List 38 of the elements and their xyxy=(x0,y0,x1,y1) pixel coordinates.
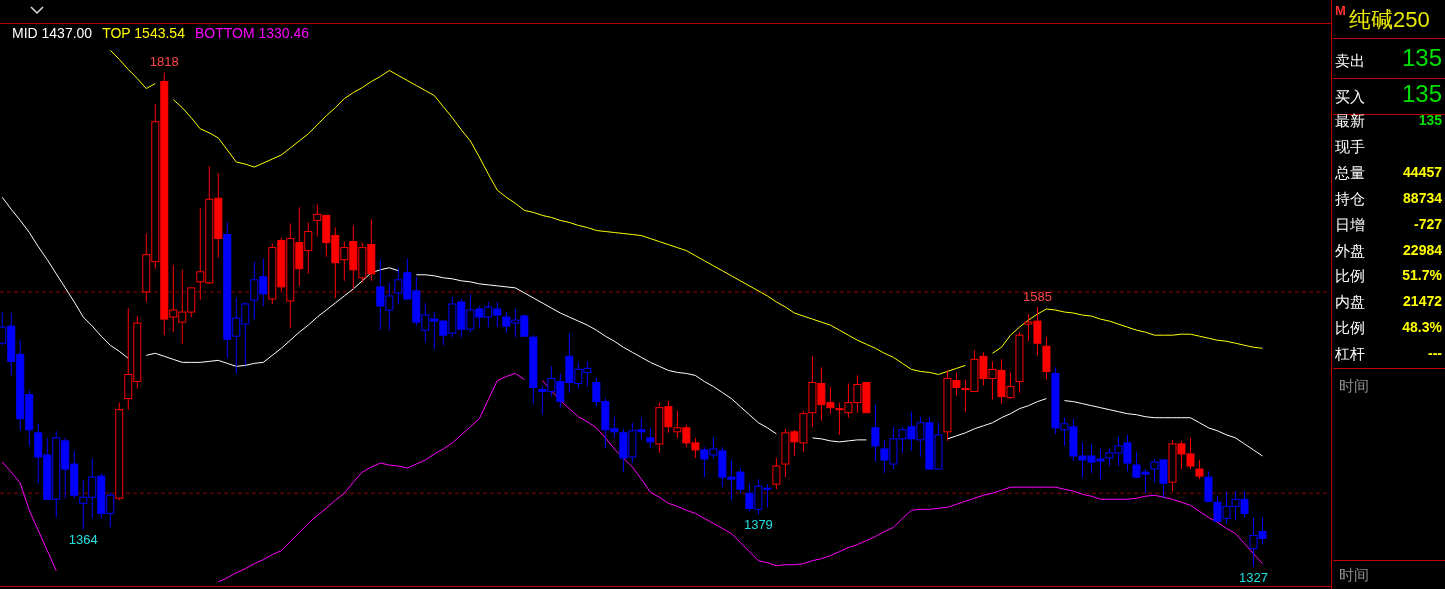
annotation: 1379 xyxy=(743,517,773,533)
text: 135 xyxy=(1418,112,1442,128)
text: 纯碱250 xyxy=(1349,6,1430,34)
text: 51.7% xyxy=(1402,267,1442,284)
category-label: 比例 xyxy=(1335,319,1365,339)
text: 44457 xyxy=(1403,163,1442,180)
annotation: 1364 xyxy=(68,532,98,548)
text: BOTTOM 1330.46 xyxy=(194,25,310,41)
category-label: 总量 xyxy=(1335,163,1365,183)
text: MID 1437.00 xyxy=(12,25,93,41)
category-label: 杠杆 xyxy=(1335,345,1365,365)
annotation: 1585 xyxy=(1022,289,1052,304)
text: --- xyxy=(1428,345,1442,362)
category-label: 持仓 xyxy=(1335,189,1365,209)
text: 88734 xyxy=(1403,189,1442,206)
text: 135 xyxy=(1401,80,1442,107)
text: 22984 xyxy=(1403,241,1442,258)
text: 时间 xyxy=(1339,377,1369,396)
annotation: 1327 xyxy=(1239,569,1268,585)
category-label: 日增 xyxy=(1335,215,1365,235)
candlestick xyxy=(529,334,538,405)
category-label: 最新 xyxy=(1335,112,1365,131)
category-label: 卖出 xyxy=(1335,52,1365,71)
category-label: 比例 xyxy=(1335,267,1365,287)
category-label: 内盘 xyxy=(1335,293,1365,313)
text: 时间 xyxy=(1339,566,1369,585)
text: 48.3% xyxy=(1402,319,1442,336)
text: M xyxy=(1335,3,1346,18)
series-label: TOP 1543.54 xyxy=(102,25,185,41)
candlestick xyxy=(1015,331,1024,394)
text: 21472 xyxy=(1403,293,1442,310)
text: 135 xyxy=(1401,44,1442,71)
category-label: 外盘 xyxy=(1335,241,1365,261)
candlestick xyxy=(871,404,880,463)
annotation: 1818 xyxy=(149,54,179,70)
category-label: 买入 xyxy=(1335,88,1365,107)
category-label: 现手 xyxy=(1335,137,1365,157)
text: -727 xyxy=(1413,215,1442,232)
